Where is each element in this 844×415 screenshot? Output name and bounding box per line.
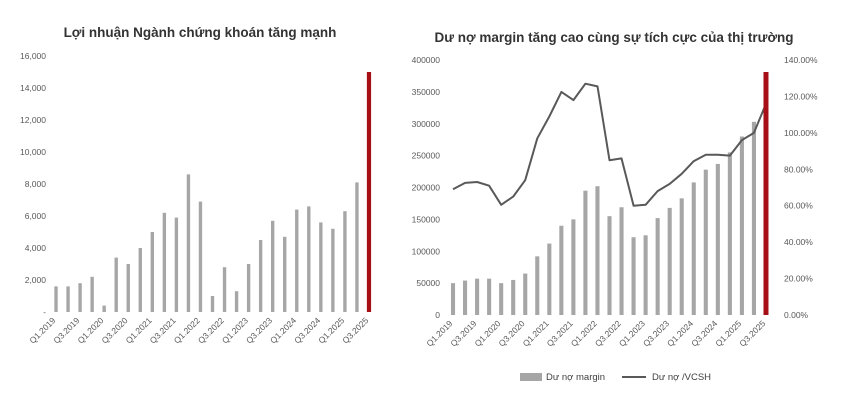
ratio-y2-tick-label: 0.00%: [784, 310, 809, 320]
profit-bar: [343, 211, 347, 312]
profit-bar: [126, 264, 130, 312]
profit-bar-highlight: [366, 72, 372, 312]
margin-bar: [487, 278, 492, 315]
profit-x-tick-label: Q3.2025: [340, 315, 370, 345]
profit-bar: [150, 232, 154, 312]
margin-bar: [751, 121, 756, 316]
profit-bar: [198, 201, 203, 312]
legend-label-ratio: Dư nợ /VCSH: [652, 372, 711, 383]
profit-bar: [102, 305, 106, 312]
profit-y-tick-label: 4,000: [25, 243, 47, 253]
margin-bar: [463, 280, 468, 315]
profit-bar: [295, 209, 299, 312]
profit-bar: [283, 236, 287, 312]
profit-bar: [246, 264, 251, 312]
margin-x-tick-label: Q3.2025: [737, 318, 767, 348]
profit-y-tick-label: 6,000: [25, 211, 47, 221]
margin-y-tick-label: 300000: [412, 119, 441, 129]
profit-bar: [114, 257, 118, 312]
margin-bar: [619, 207, 624, 315]
ratio-y2-tick-label: 60.00%: [784, 201, 813, 211]
margin-bar: [595, 186, 600, 315]
legend-swatch-margin: [520, 373, 542, 381]
profit-bar: [319, 222, 323, 312]
profit-bar: [258, 240, 263, 312]
profit-y-tick-label: 2,000: [25, 275, 47, 285]
ratio-y2-tick-label: 120.00%: [784, 91, 818, 101]
margin-bar: [715, 163, 720, 315]
margin-bar: [559, 225, 564, 315]
ratio-y2-tick-label: 40.00%: [784, 237, 813, 247]
margin-bar: [523, 273, 528, 315]
margin-y-tick-label: 200000: [412, 183, 441, 193]
profit-bar: [331, 228, 335, 312]
chart-profit: Lợi nhuận Ngành chứng khoán tăng mạnh - 2…: [20, 25, 372, 345]
margin-highlight-bar: [763, 72, 769, 315]
margin-bar: [655, 218, 660, 315]
margin-bar: [667, 207, 672, 315]
margin-bar: [691, 182, 696, 315]
chart-profit-title: Lợi nhuận Ngành chứng khoán tăng mạnh: [64, 25, 337, 40]
margin-bar: [511, 279, 516, 315]
margin-y-tick-label: 350000: [412, 87, 441, 97]
profit-bar: [355, 182, 359, 312]
profit-bar: [66, 286, 70, 312]
margin-bar: [583, 190, 588, 315]
margin-y-tick-label: 150000: [412, 214, 441, 224]
ratio-y2-tick-label: 20.00%: [784, 274, 813, 284]
profit-bar: [174, 217, 179, 312]
profit-y-tick-label: 16,000: [20, 51, 46, 61]
profit-bar: [90, 276, 94, 312]
margin-bar: [607, 216, 612, 315]
profit-y-tick-label: 8,000: [25, 179, 47, 189]
profit-bar: [162, 212, 167, 312]
margin-bar: [499, 283, 504, 315]
ratio-line: [452, 82, 767, 207]
profit-bar: [78, 283, 82, 312]
ratio-y2-tick-label: 100.00%: [784, 128, 818, 138]
profit-y-tick-label: 14,000: [20, 83, 46, 93]
ratio-y2-tick-label: 140.00%: [784, 55, 818, 65]
margin-bar: [643, 235, 648, 315]
profit-y-tick-label: -: [43, 307, 46, 317]
profit-y-tick-label: 10,000: [20, 147, 46, 157]
margin-bar: [547, 243, 552, 315]
margin-bar: [739, 136, 744, 315]
margin-bar: [703, 169, 708, 315]
profit-bar: [271, 220, 275, 312]
margin-bar: [450, 283, 456, 315]
profit-bar: [186, 174, 191, 312]
chart-margin: Dư nợ margin tăng cao cùng sự tích cực c…: [412, 30, 818, 383]
margin-y-tick-label: 50000: [416, 278, 440, 288]
profit-bar: [307, 206, 311, 312]
profit-bar: [138, 248, 142, 312]
ratio-y2-tick-label: 80.00%: [784, 164, 813, 174]
chart-margin-legend: Dư nợ margin Dư nợ /VCSH: [520, 372, 711, 383]
margin-bar: [679, 198, 684, 315]
profit-y-tick-label: 12,000: [20, 115, 46, 125]
margin-bar: [631, 237, 636, 315]
profit-bar: [210, 296, 215, 312]
margin-y-tick-label: 100000: [412, 246, 441, 256]
margin-y-tick-label: 0: [435, 310, 440, 320]
profit-bar: [234, 291, 239, 312]
margin-bar: [535, 256, 540, 315]
legend-label-margin: Dư nợ margin: [546, 372, 605, 383]
margin-y-tick-label: 400000: [412, 55, 441, 65]
margin-y-tick-label: 250000: [412, 151, 441, 161]
margin-bar: [727, 152, 732, 315]
profit-bar: [54, 286, 58, 312]
margin-bar: [475, 278, 480, 315]
chart-margin-title: Dư nợ margin tăng cao cùng sự tích cực c…: [434, 30, 793, 45]
margin-bar: [571, 219, 576, 315]
profit-bar: [222, 267, 227, 312]
